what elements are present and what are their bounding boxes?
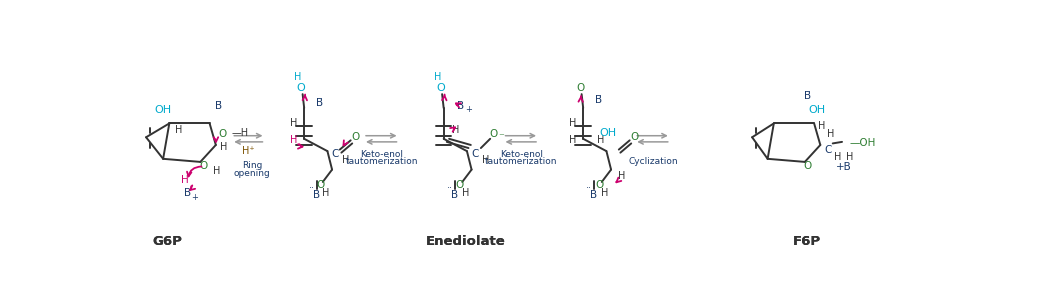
Text: B: B — [313, 190, 320, 200]
Text: H: H — [452, 125, 460, 135]
Text: G6P: G6P — [152, 235, 182, 248]
Text: H: H — [828, 129, 835, 139]
Text: tautomerization: tautomerization — [346, 157, 418, 166]
Text: Keto-enol: Keto-enol — [500, 150, 542, 159]
Text: H: H — [290, 118, 297, 128]
Text: B̈: B̈ — [316, 98, 323, 108]
Text: B: B — [451, 190, 458, 200]
Text: B̈: B̈ — [216, 101, 222, 111]
Text: O: O — [218, 129, 226, 139]
Text: OH: OH — [599, 128, 616, 138]
Text: B̈: B̈ — [595, 95, 602, 105]
Text: OH: OH — [809, 105, 826, 114]
Text: OH: OH — [154, 105, 171, 114]
Text: Keto-enol: Keto-enol — [360, 150, 403, 159]
Text: F6P: F6P — [793, 235, 820, 248]
Text: H: H — [482, 155, 489, 165]
Text: H⁺: H⁺ — [242, 146, 255, 156]
Text: opening: opening — [234, 169, 271, 178]
Text: O: O — [351, 132, 359, 142]
Text: F6P: F6P — [793, 235, 820, 248]
Text: H: H — [220, 141, 227, 151]
Text: O: O — [576, 83, 585, 93]
Text: B: B — [458, 101, 464, 111]
Text: H: H — [290, 135, 297, 145]
Text: C: C — [471, 149, 479, 159]
Text: Cyclization: Cyclization — [628, 157, 678, 166]
Text: O: O — [489, 129, 498, 139]
Text: Ring: Ring — [242, 161, 262, 170]
Text: Enediolate: Enediolate — [426, 235, 505, 248]
Text: O: O — [437, 83, 445, 93]
Text: H: H — [175, 125, 182, 135]
Text: —OH: —OH — [850, 138, 876, 149]
Text: O: O — [297, 83, 305, 93]
Text: C: C — [824, 145, 832, 154]
Text: H: H — [846, 152, 853, 162]
Text: B: B — [591, 190, 597, 200]
Text: O: O — [803, 161, 812, 171]
Text: H: H — [834, 152, 841, 162]
Text: +: + — [465, 105, 471, 114]
Text: H: H — [569, 118, 576, 128]
Text: B: B — [184, 188, 191, 198]
Text: H: H — [818, 122, 826, 131]
Text: C: C — [332, 149, 339, 159]
Text: Enediolate: Enediolate — [426, 235, 505, 248]
Text: tautomerization: tautomerization — [485, 157, 557, 166]
Text: H: H — [342, 155, 350, 165]
Text: O: O — [456, 180, 464, 190]
Text: H: H — [181, 175, 189, 185]
Text: O: O — [595, 180, 604, 190]
Text: H: H — [569, 135, 576, 145]
Text: B̈: B̈ — [804, 91, 812, 101]
Text: G6P: G6P — [152, 235, 182, 248]
Text: H: H — [462, 188, 469, 198]
Text: H: H — [601, 188, 609, 198]
Text: —H: —H — [231, 128, 248, 138]
Text: H: H — [294, 72, 301, 82]
Text: H: H — [596, 135, 604, 145]
Text: O: O — [316, 180, 324, 190]
Text: O: O — [630, 132, 638, 142]
Text: +: + — [190, 193, 198, 202]
Text: O: O — [200, 161, 207, 171]
Text: H: H — [618, 171, 626, 181]
Text: H: H — [212, 166, 220, 176]
Text: +B: +B — [836, 162, 852, 172]
Text: ⁻: ⁻ — [498, 132, 504, 142]
Text: H: H — [433, 72, 441, 82]
Text: H: H — [322, 188, 330, 198]
